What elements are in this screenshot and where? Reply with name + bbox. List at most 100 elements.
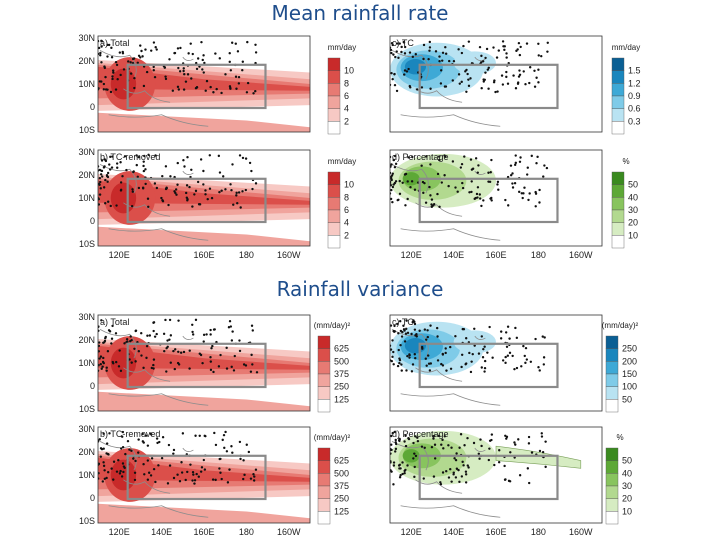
panel-bot-d: d) Percentage 120E 140E 160E 180 160W% 50 40 30 2… [389, 426, 632, 537]
tc-point [464, 481, 468, 484]
tc-point [488, 325, 491, 329]
tc-point [460, 353, 464, 357]
tc-point [407, 156, 410, 159]
tc-point [534, 337, 537, 341]
panel-bot-b: b) TC-removed 30N 20N 10N 0 10S 120E 140E 160E 18… [78, 424, 350, 537]
tc-point [425, 364, 428, 367]
tc-point [512, 74, 515, 77]
tc-point [522, 344, 525, 348]
lon-tick-label: 160E [485, 250, 506, 260]
tc-point [390, 174, 394, 177]
tc-point [109, 204, 112, 208]
tc-point [403, 73, 406, 76]
tc-point [209, 368, 213, 372]
tc-point [134, 329, 138, 332]
tc-point [521, 196, 524, 200]
tc-point [129, 339, 132, 343]
tc-point [231, 451, 234, 454]
tc-point [238, 339, 241, 342]
tc-point [464, 337, 468, 340]
tc-point [538, 201, 541, 204]
tc-point [500, 74, 504, 77]
tc-point [115, 63, 119, 67]
tc-point [102, 186, 106, 189]
colorbar-unit: % [622, 157, 629, 166]
tc-point [152, 65, 155, 69]
tc-point [392, 483, 395, 486]
tc-point [443, 174, 446, 177]
tc-point [168, 318, 172, 322]
tc-point [530, 154, 533, 158]
tc-point [164, 318, 167, 322]
tc-point [184, 80, 188, 83]
tc-point [542, 356, 546, 359]
tc-point [391, 200, 394, 204]
tc-point [390, 48, 393, 52]
tc-point [250, 169, 253, 173]
tc-point [518, 69, 521, 72]
tc-point [252, 92, 255, 95]
tc-point [168, 464, 172, 467]
tc-point [480, 204, 483, 208]
tc-point [199, 470, 203, 473]
tc-point [468, 191, 471, 194]
tc-point [104, 202, 107, 205]
tc-point [503, 48, 506, 52]
tc-point [203, 468, 207, 471]
tc-point [177, 66, 180, 70]
tc-point [237, 82, 241, 85]
tc-point [119, 369, 123, 373]
tc-point [202, 340, 205, 343]
tc-point [215, 340, 218, 344]
panel-label: c) TC [392, 38, 414, 48]
tc-point [142, 463, 145, 466]
tc-point [244, 188, 248, 192]
tc-point [142, 366, 145, 370]
colorbar-segment [611, 222, 625, 236]
tc-point [515, 336, 519, 340]
tc-point [102, 447, 105, 450]
tc-point [487, 87, 490, 90]
tc-point [176, 161, 179, 165]
tc-point [421, 180, 425, 184]
tc-point [213, 431, 216, 435]
tc-point [181, 432, 185, 435]
tc-point [229, 325, 233, 328]
tc-point [482, 78, 485, 81]
tc-point [390, 324, 393, 327]
tc-point [98, 438, 101, 441]
tc-point [511, 354, 514, 358]
tc-point [390, 71, 393, 75]
tc-point [225, 367, 229, 370]
tc-point [202, 71, 205, 74]
tc-point [176, 361, 180, 365]
colorbar-segment [605, 373, 619, 387]
tc-point [222, 175, 225, 178]
colorbar-tick-label: 1.2 [628, 78, 641, 88]
coastline-new-guinea [400, 505, 501, 518]
tc-point [535, 162, 538, 165]
tc-point [103, 341, 106, 344]
tc-point [408, 356, 411, 359]
tc-point [109, 90, 113, 94]
tc-point [406, 197, 409, 201]
tc-point [545, 166, 549, 170]
tc-point [105, 369, 108, 372]
tc-point [483, 345, 486, 348]
tc-point [106, 55, 109, 58]
tc-point [447, 184, 450, 188]
tc-point [487, 171, 490, 174]
tc-point [424, 201, 428, 204]
colorbar-segment [327, 95, 341, 109]
tc-point [538, 369, 541, 372]
tc-point [438, 55, 441, 58]
tc-point [463, 444, 466, 447]
lon-tick-label: 180 [531, 250, 546, 260]
tc-point [430, 445, 434, 449]
tc-point [139, 56, 142, 59]
contour-field [390, 427, 602, 523]
contour-field [98, 150, 310, 246]
panel-frame [97, 314, 311, 412]
tc-point [395, 42, 399, 45]
coastline-japan [474, 56, 486, 61]
